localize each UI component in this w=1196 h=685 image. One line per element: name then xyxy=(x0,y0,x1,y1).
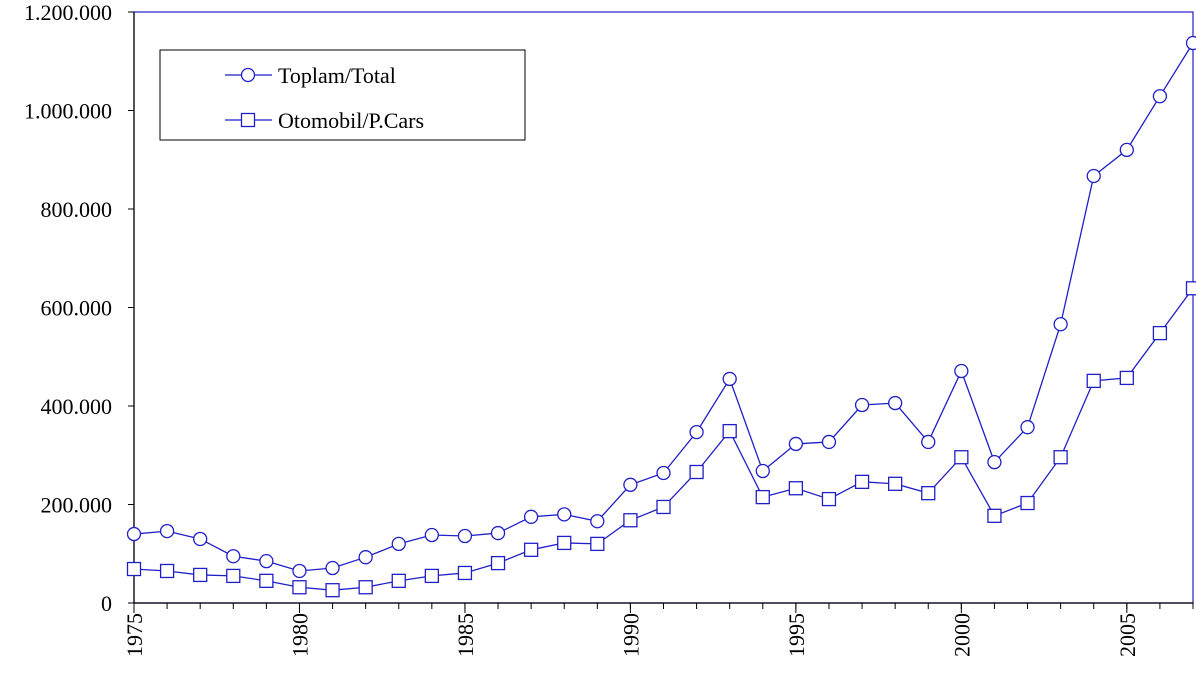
marker xyxy=(523,509,539,524)
marker xyxy=(1020,495,1035,511)
marker xyxy=(325,560,340,576)
marker xyxy=(126,561,142,577)
legend-marker xyxy=(240,112,256,128)
marker xyxy=(623,513,638,528)
x-tick-label: 2000 xyxy=(949,613,974,657)
legend-marker xyxy=(240,67,256,83)
marker xyxy=(1086,168,1101,184)
marker xyxy=(921,486,936,501)
marker xyxy=(854,397,870,413)
marker xyxy=(590,514,605,529)
marker xyxy=(1185,35,1196,51)
legend-label: Otomobil/P.Cars xyxy=(278,108,424,133)
marker xyxy=(755,463,770,479)
marker xyxy=(821,491,837,507)
marker xyxy=(1053,450,1068,465)
marker xyxy=(888,476,903,491)
marker xyxy=(126,526,142,542)
marker xyxy=(391,536,406,552)
marker xyxy=(689,424,704,440)
marker xyxy=(358,580,373,595)
marker xyxy=(788,481,804,496)
marker xyxy=(226,568,241,584)
series-line xyxy=(133,287,1194,591)
marker xyxy=(921,434,936,450)
marker xyxy=(424,568,439,584)
marker xyxy=(623,477,638,492)
marker xyxy=(954,450,969,465)
y-tick-label: 800.000 xyxy=(41,197,113,222)
marker xyxy=(1053,317,1068,332)
marker xyxy=(987,508,1002,523)
marker xyxy=(656,465,671,481)
legend: Toplam/Total Otomobil/P.Cars xyxy=(159,49,526,141)
y-tick-label: 1.200.000 xyxy=(24,0,112,25)
marker xyxy=(557,507,572,522)
y-tick-label: 200.000 xyxy=(41,493,113,518)
marker xyxy=(689,464,704,480)
marker xyxy=(1119,370,1134,386)
marker xyxy=(193,531,208,547)
marker xyxy=(954,363,969,379)
x-tick-label: 1985 xyxy=(453,613,478,657)
marker xyxy=(391,573,406,588)
x-tick-label: 1975 xyxy=(122,613,147,657)
y-tick-label: 0 xyxy=(101,591,112,616)
marker xyxy=(325,583,340,598)
marker xyxy=(159,523,175,539)
marker xyxy=(259,573,274,588)
marker xyxy=(821,434,837,450)
marker xyxy=(292,563,307,579)
y-tick-label: 1.000.000 xyxy=(24,99,112,124)
marker xyxy=(226,549,241,564)
marker xyxy=(854,474,870,489)
marker xyxy=(259,553,274,569)
marker xyxy=(358,550,373,565)
marker xyxy=(292,580,307,595)
marker xyxy=(523,542,539,557)
marker xyxy=(193,567,208,583)
marker xyxy=(490,525,506,541)
marker xyxy=(722,371,737,387)
marker xyxy=(1119,142,1134,158)
marker xyxy=(1152,89,1168,104)
marker xyxy=(1020,420,1035,435)
marker xyxy=(788,436,804,452)
marker xyxy=(888,395,903,411)
y-tick-label: 600.000 xyxy=(41,296,113,321)
marker xyxy=(1185,281,1196,296)
legend-label: Toplam/Total xyxy=(278,63,396,88)
marker xyxy=(457,528,473,544)
marker xyxy=(590,536,605,552)
x-tick-label: 1995 xyxy=(784,613,809,657)
marker xyxy=(722,423,737,439)
marker xyxy=(755,489,770,505)
marker xyxy=(159,563,175,579)
marker xyxy=(1086,373,1101,389)
marker xyxy=(656,499,671,515)
legend-box xyxy=(159,49,526,141)
x-tick-label: 1990 xyxy=(618,613,643,657)
marker xyxy=(457,565,473,581)
x-tick-label: 1980 xyxy=(287,613,312,657)
marker xyxy=(424,527,439,543)
marker xyxy=(1152,325,1168,341)
x-tick-label: 2005 xyxy=(1115,613,1140,657)
y-tick-label: 400.000 xyxy=(41,394,113,419)
marker xyxy=(490,555,506,571)
marker xyxy=(987,454,1002,470)
marker xyxy=(557,535,572,551)
